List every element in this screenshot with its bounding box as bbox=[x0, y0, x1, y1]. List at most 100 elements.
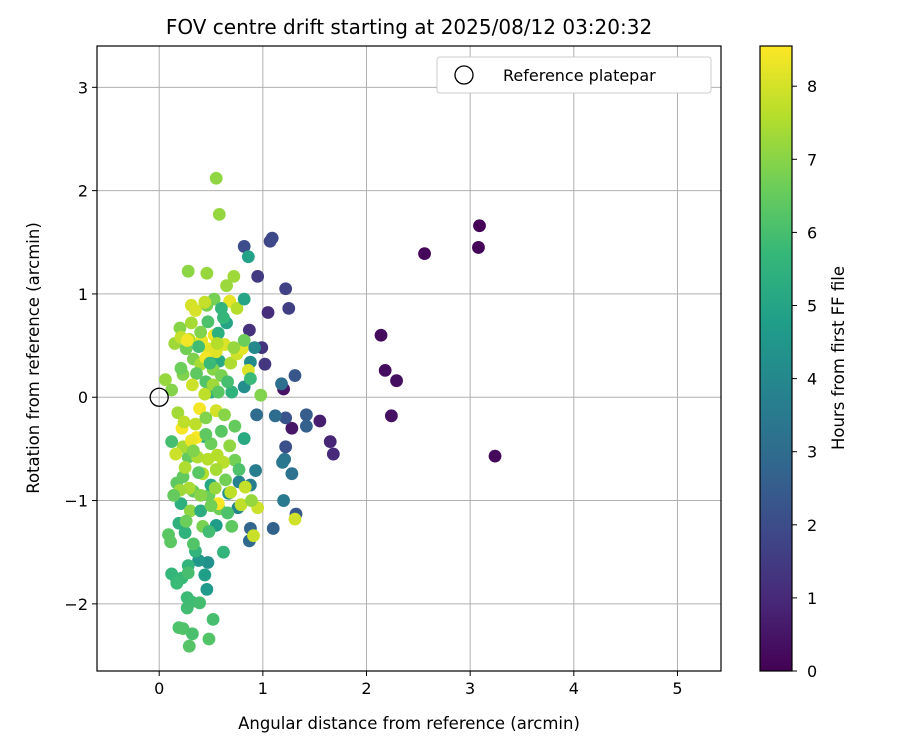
data-point bbox=[170, 576, 184, 590]
data-point bbox=[225, 385, 239, 399]
data-point bbox=[209, 463, 223, 476]
data-point bbox=[249, 464, 262, 477]
data-point bbox=[217, 545, 230, 559]
data-point bbox=[288, 369, 302, 382]
data-point bbox=[472, 241, 485, 254]
reference-platepar-marker bbox=[149, 387, 169, 407]
data-point bbox=[165, 435, 179, 449]
data-point bbox=[183, 504, 197, 518]
data-point bbox=[218, 408, 231, 422]
data-point bbox=[251, 269, 265, 283]
data-point bbox=[167, 488, 181, 502]
data-point bbox=[418, 247, 431, 261]
data-point bbox=[488, 449, 502, 463]
data-point bbox=[199, 411, 213, 425]
data-point bbox=[165, 383, 179, 397]
data-point bbox=[299, 419, 313, 433]
data-point bbox=[202, 632, 216, 646]
colorbar-tick-label: 2 bbox=[807, 516, 817, 535]
data-point bbox=[186, 537, 200, 551]
data-point bbox=[288, 512, 302, 526]
y-tick-label: 1 bbox=[78, 285, 88, 304]
data-point bbox=[220, 279, 233, 293]
x-tick-label: 0 bbox=[154, 679, 164, 698]
data-point bbox=[279, 440, 293, 454]
data-point bbox=[227, 341, 241, 355]
data-point bbox=[248, 341, 261, 355]
data-point bbox=[193, 402, 207, 416]
data-point bbox=[285, 467, 299, 481]
data-point bbox=[181, 566, 195, 580]
x-tick-label: 5 bbox=[672, 679, 682, 698]
data-point bbox=[179, 514, 193, 528]
data-point bbox=[219, 473, 232, 487]
data-point bbox=[299, 408, 313, 422]
x-tick-label: 4 bbox=[569, 679, 579, 698]
data-point bbox=[268, 409, 282, 423]
data-point bbox=[212, 207, 226, 221]
data-point bbox=[214, 424, 228, 438]
data-point bbox=[198, 568, 212, 582]
data-point bbox=[223, 439, 237, 453]
data-point bbox=[164, 535, 177, 549]
data-point bbox=[225, 519, 239, 533]
y-axis-label: Rotation from reference (arcmin) bbox=[24, 222, 43, 494]
data-point bbox=[242, 323, 256, 337]
data-point bbox=[176, 622, 190, 636]
data-point bbox=[174, 361, 188, 375]
data-point bbox=[182, 639, 196, 653]
data-point bbox=[200, 582, 214, 596]
chart-title: FOV centre drift starting at 2025/08/12 … bbox=[166, 15, 652, 39]
data-point bbox=[323, 435, 337, 449]
colorbar-tick-label: 0 bbox=[807, 662, 817, 681]
data-point bbox=[378, 363, 392, 377]
data-point bbox=[209, 171, 223, 185]
plot-frame bbox=[96, 45, 722, 672]
data-point bbox=[228, 419, 242, 433]
data-point bbox=[194, 504, 208, 518]
data-point bbox=[169, 447, 183, 461]
data-point bbox=[285, 421, 299, 435]
data-point bbox=[237, 432, 251, 445]
data-point bbox=[250, 408, 264, 422]
data-point bbox=[211, 385, 225, 399]
data-point bbox=[185, 627, 199, 641]
data-point bbox=[200, 266, 214, 280]
data-point bbox=[185, 378, 199, 392]
colorbar-tick-label: 5 bbox=[807, 297, 817, 316]
legend: Reference platepar bbox=[436, 56, 712, 94]
data-point bbox=[244, 372, 257, 386]
data-point bbox=[224, 485, 238, 499]
colorbar: 0 1 2 3 4 5 6 7 8 Hours from first FF file bbox=[759, 45, 848, 681]
plot-area bbox=[96, 45, 722, 672]
colorbar-ticks: 0 1 2 3 4 5 6 7 8 bbox=[792, 77, 817, 681]
data-point bbox=[180, 601, 194, 615]
data-point bbox=[198, 295, 212, 309]
data-point bbox=[173, 321, 187, 335]
data-point bbox=[374, 328, 388, 342]
data-point bbox=[247, 529, 260, 543]
colorbar-tick-label: 8 bbox=[807, 77, 817, 96]
data-point bbox=[210, 337, 224, 350]
scatter-points bbox=[159, 171, 502, 653]
data-point bbox=[178, 526, 192, 539]
data-point bbox=[192, 466, 205, 480]
y-tick-label: 3 bbox=[78, 78, 88, 97]
x-axis-label: Angular distance from reference (arcmin) bbox=[238, 714, 580, 733]
x-axis-ticks: 0 1 2 3 4 5 bbox=[154, 671, 683, 698]
data-point bbox=[178, 461, 192, 474]
data-point bbox=[199, 428, 213, 441]
data-point bbox=[224, 356, 238, 370]
data-point bbox=[230, 301, 244, 315]
data-point bbox=[261, 306, 275, 319]
data-point bbox=[232, 463, 246, 476]
data-point bbox=[203, 356, 217, 370]
legend-label: Reference platepar bbox=[503, 66, 656, 85]
data-point bbox=[221, 375, 235, 389]
colorbar-tick-label: 7 bbox=[807, 150, 817, 169]
y-tick-label: 2 bbox=[78, 182, 88, 201]
data-point bbox=[206, 612, 220, 626]
data-point bbox=[194, 325, 208, 339]
data-point bbox=[275, 377, 288, 391]
